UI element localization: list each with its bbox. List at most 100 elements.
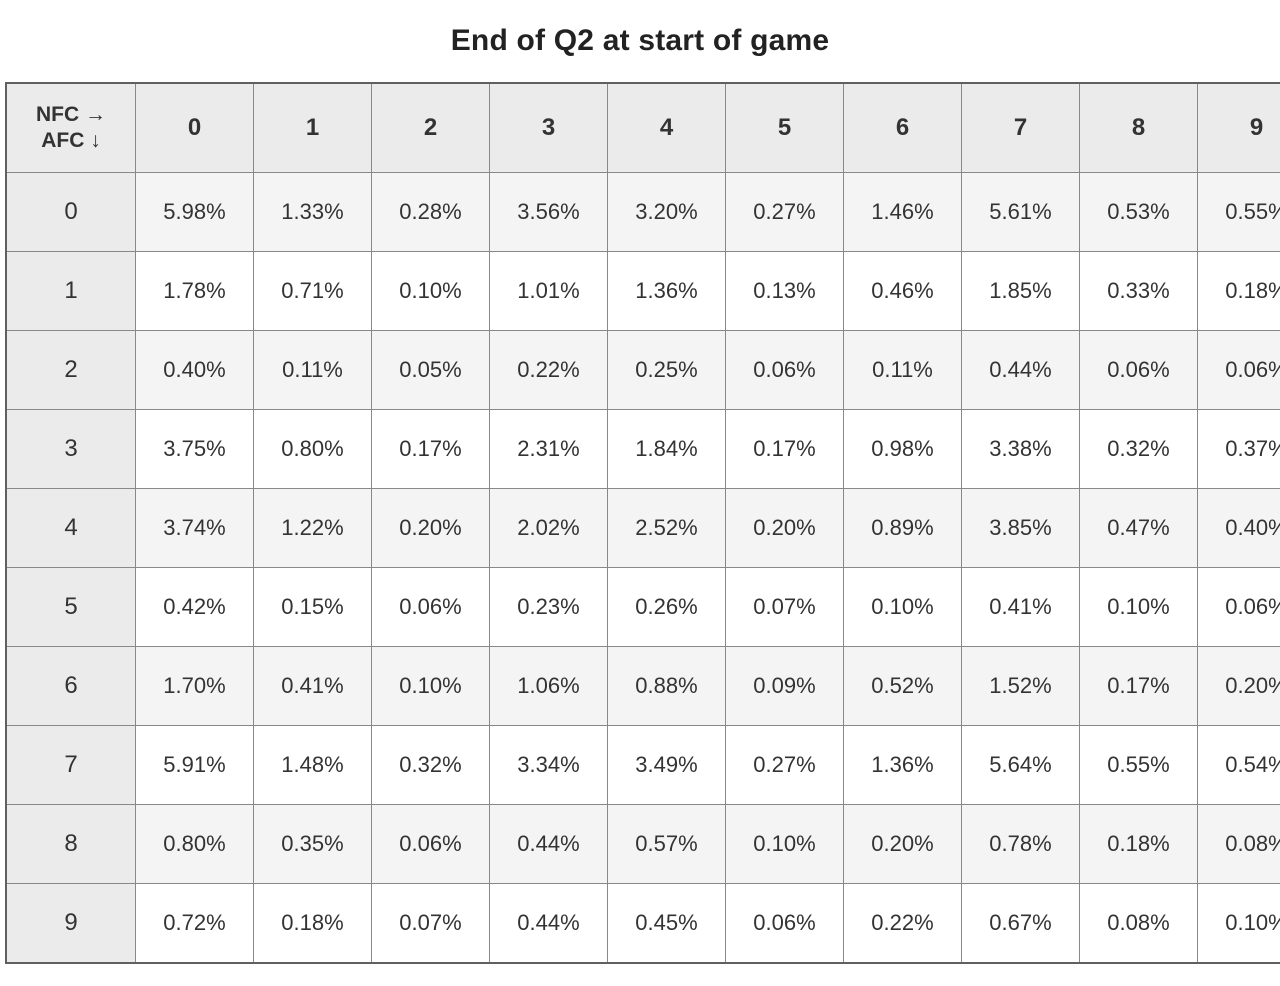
- table-cell: 0.78%: [962, 805, 1080, 884]
- table-cell: 0.15%: [254, 568, 372, 647]
- table-row: 61.70%0.41%0.10%1.06%0.88%0.09%0.52%1.52…: [6, 647, 1280, 726]
- table-cell: 0.46%: [844, 252, 962, 331]
- table-cell: 1.01%: [490, 252, 608, 331]
- table-cell: 0.06%: [1198, 331, 1280, 410]
- column-header: 2: [372, 83, 490, 173]
- column-header: 6: [844, 83, 962, 173]
- table-cell: 0.10%: [1198, 884, 1280, 964]
- table-cell: 0.17%: [372, 410, 490, 489]
- row-header: 6: [6, 647, 136, 726]
- table-cell: 1.70%: [136, 647, 254, 726]
- table-cell: 0.71%: [254, 252, 372, 331]
- corner-line-2: AFC ↓: [11, 128, 131, 154]
- table-cell: 0.06%: [1080, 331, 1198, 410]
- table-cell: 3.74%: [136, 489, 254, 568]
- table-cell: 0.32%: [1080, 410, 1198, 489]
- table-cell: 0.27%: [726, 173, 844, 252]
- table-cell: 3.75%: [136, 410, 254, 489]
- table-cell: 0.67%: [962, 884, 1080, 964]
- column-header: 5: [726, 83, 844, 173]
- table-row: 43.74%1.22%0.20%2.02%2.52%0.20%0.89%3.85…: [6, 489, 1280, 568]
- table-body: 05.98%1.33%0.28%3.56%3.20%0.27%1.46%5.61…: [6, 173, 1280, 964]
- table-cell: 0.10%: [844, 568, 962, 647]
- table-cell: 0.33%: [1080, 252, 1198, 331]
- table-row: 33.75%0.80%0.17%2.31%1.84%0.17%0.98%3.38…: [6, 410, 1280, 489]
- table-cell: 1.36%: [844, 726, 962, 805]
- row-header: 8: [6, 805, 136, 884]
- column-header: 3: [490, 83, 608, 173]
- table-cell: 0.06%: [726, 331, 844, 410]
- table-cell: 0.20%: [1198, 647, 1280, 726]
- table-cell: 1.78%: [136, 252, 254, 331]
- table-cell: 0.98%: [844, 410, 962, 489]
- table-cell: 0.07%: [726, 568, 844, 647]
- table-cell: 1.84%: [608, 410, 726, 489]
- table-cell: 0.80%: [136, 805, 254, 884]
- table-row: 80.80%0.35%0.06%0.44%0.57%0.10%0.20%0.78…: [6, 805, 1280, 884]
- table-cell: 0.11%: [254, 331, 372, 410]
- page-title: End of Q2 at start of game: [0, 24, 1280, 58]
- table-cell: 0.10%: [372, 252, 490, 331]
- corner-header: NFC → AFC ↓: [6, 83, 136, 173]
- table-cell: 0.10%: [372, 647, 490, 726]
- row-header: 9: [6, 884, 136, 964]
- table-container: End of Q2 at start of game NFC → AFC ↓ 0…: [0, 0, 1280, 964]
- table-cell: 0.55%: [1198, 173, 1280, 252]
- table-cell: 3.49%: [608, 726, 726, 805]
- table-cell: 0.45%: [608, 884, 726, 964]
- corner-line-1: NFC →: [11, 102, 131, 128]
- column-header: 0: [136, 83, 254, 173]
- table-head: NFC → AFC ↓ 0123456789: [6, 83, 1280, 173]
- column-header: 4: [608, 83, 726, 173]
- table-cell: 0.27%: [726, 726, 844, 805]
- table-cell: 5.61%: [962, 173, 1080, 252]
- table-cell: 5.98%: [136, 173, 254, 252]
- table-cell: 0.42%: [136, 568, 254, 647]
- row-header: 4: [6, 489, 136, 568]
- table-cell: 1.48%: [254, 726, 372, 805]
- table-cell: 2.52%: [608, 489, 726, 568]
- table-cell: 0.18%: [254, 884, 372, 964]
- table-cell: 0.44%: [490, 884, 608, 964]
- table-cell: 0.18%: [1198, 252, 1280, 331]
- table-cell: 0.07%: [372, 884, 490, 964]
- table-cell: 0.20%: [844, 805, 962, 884]
- table-cell: 0.18%: [1080, 805, 1198, 884]
- table-cell: 5.64%: [962, 726, 1080, 805]
- table-cell: 0.11%: [844, 331, 962, 410]
- table-cell: 0.37%: [1198, 410, 1280, 489]
- table-cell: 0.44%: [962, 331, 1080, 410]
- table-cell: 0.88%: [608, 647, 726, 726]
- table-cell: 0.72%: [136, 884, 254, 964]
- table-row: 50.42%0.15%0.06%0.23%0.26%0.07%0.10%0.41…: [6, 568, 1280, 647]
- table-cell: 1.36%: [608, 252, 726, 331]
- table-cell: 0.17%: [726, 410, 844, 489]
- table-cell: 0.54%: [1198, 726, 1280, 805]
- table-cell: 0.10%: [726, 805, 844, 884]
- table-cell: 0.09%: [726, 647, 844, 726]
- table-cell: 0.89%: [844, 489, 962, 568]
- table-cell: 3.34%: [490, 726, 608, 805]
- table-cell: 0.53%: [1080, 173, 1198, 252]
- table-cell: 0.23%: [490, 568, 608, 647]
- table-cell: 0.80%: [254, 410, 372, 489]
- table-row: 90.72%0.18%0.07%0.44%0.45%0.06%0.22%0.67…: [6, 884, 1280, 964]
- table-cell: 0.40%: [136, 331, 254, 410]
- table-cell: 0.06%: [372, 805, 490, 884]
- table-cell: 0.41%: [254, 647, 372, 726]
- table-cell: 0.57%: [608, 805, 726, 884]
- table-cell: 1.33%: [254, 173, 372, 252]
- table-cell: 0.10%: [1080, 568, 1198, 647]
- table-cell: 0.44%: [490, 805, 608, 884]
- table-cell: 5.91%: [136, 726, 254, 805]
- table-cell: 0.13%: [726, 252, 844, 331]
- row-header: 3: [6, 410, 136, 489]
- table-cell: 0.25%: [608, 331, 726, 410]
- row-header: 5: [6, 568, 136, 647]
- table-row: 20.40%0.11%0.05%0.22%0.25%0.06%0.11%0.44…: [6, 331, 1280, 410]
- header-row: NFC → AFC ↓ 0123456789: [6, 83, 1280, 173]
- table-cell: 1.85%: [962, 252, 1080, 331]
- table-cell: 3.85%: [962, 489, 1080, 568]
- probability-table: NFC → AFC ↓ 0123456789 05.98%1.33%0.28%3…: [5, 82, 1280, 964]
- table-cell: 0.20%: [726, 489, 844, 568]
